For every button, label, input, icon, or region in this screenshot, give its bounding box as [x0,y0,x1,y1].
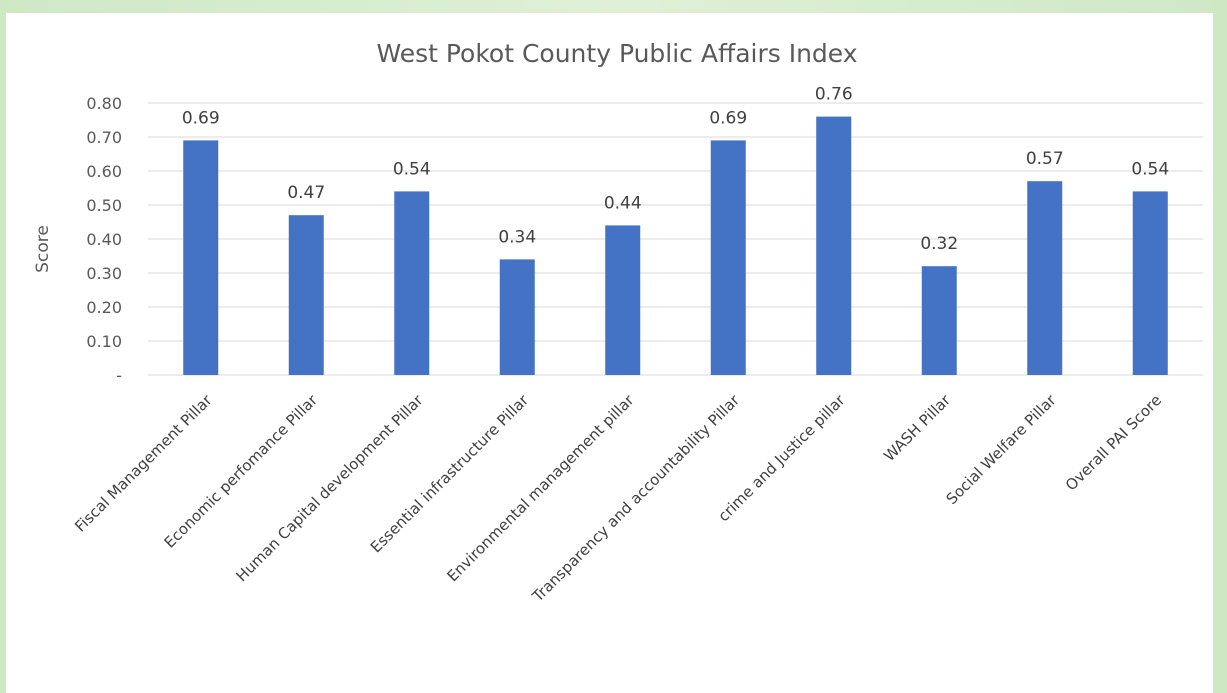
data-label: 0.69 [709,108,747,128]
bar [921,266,957,375]
y-tick-label: 0.40 [86,230,122,249]
chart-title: West Pokot County Public Affairs Index [376,39,857,68]
data-label: 0.76 [815,85,853,105]
bar [288,215,324,375]
data-label: 0.47 [287,183,325,203]
data-label: 0.54 [1131,159,1169,179]
bar [710,140,746,375]
y-tick-label: 0.70 [86,128,122,147]
y-axis-ticks: - 0.10 0.20 0.30 0.40 0.50 0.60 0.70 0.80 [86,94,122,385]
bar [816,116,852,375]
y-tick-label: 0.20 [86,298,122,317]
bar [1027,181,1063,375]
data-label: 0.44 [604,193,642,213]
category-label: WASH Pillar [880,391,954,465]
data-labels: 0.69 0.47 0.54 0.34 0.44 0.69 0.76 0.32 0.57 0.54 [182,85,1169,255]
gridlines [148,102,1203,376]
y-tick-label: - [116,366,122,385]
data-label: 0.32 [920,234,958,254]
category-label: Transparency and accountability Pillar [528,391,743,606]
category-label: Human Capital development Pillar [232,391,427,586]
y-axis-title: Score [33,225,53,273]
bars [183,116,1168,375]
y-tick-label: 0.60 [86,162,122,181]
chart-panel: West Pokot County Public Affairs Index S… [6,13,1213,693]
y-tick-label: 0.50 [86,196,122,215]
y-tick-label: 0.10 [86,332,122,351]
data-label: 0.57 [1026,149,1064,169]
bar-chart: West Pokot County Public Affairs Index S… [33,39,1203,606]
bar [1132,191,1168,375]
y-tick-label: 0.80 [86,94,122,113]
data-label: 0.54 [393,159,431,179]
category-label: Overall PAI Score [1062,391,1165,494]
category-label: Environmental management pillar [443,391,638,586]
bar [394,191,430,375]
bar [605,225,641,375]
data-label: 0.34 [498,227,536,247]
bar [183,140,219,375]
y-tick-label: 0.30 [86,264,122,283]
category-label: Social Welfare Pillar [943,391,1061,509]
data-label: 0.69 [182,108,220,128]
bar [499,259,535,375]
